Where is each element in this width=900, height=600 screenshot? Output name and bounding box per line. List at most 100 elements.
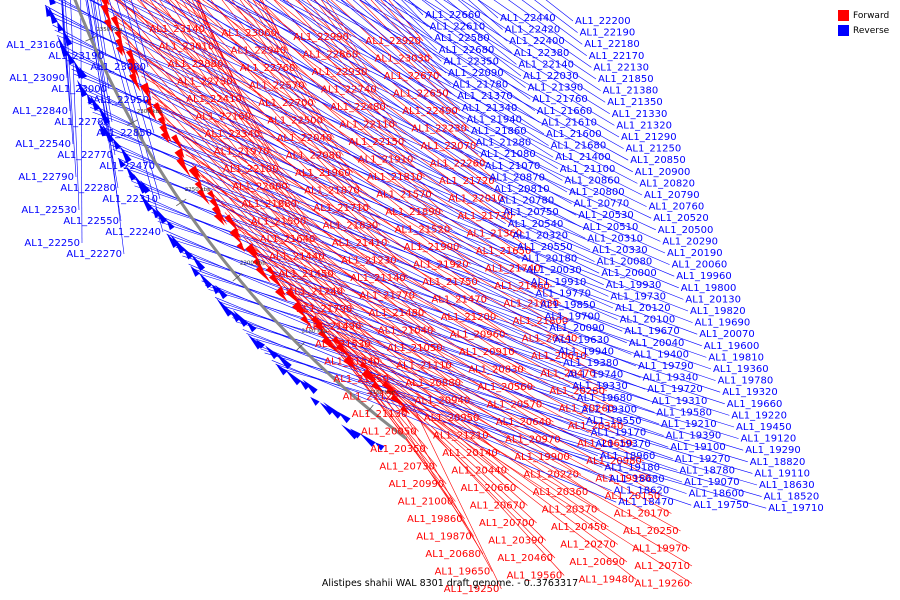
reverse-gene-label-leader [89, 0, 516, 248]
reverse-gene-label-leader [175, 246, 585, 422]
forward-gene-label: AL1_20560 [477, 382, 533, 393]
reverse-gene-label-leader [279, 0, 558, 170]
forward-gene-label: AL1_20650 [577, 439, 633, 450]
reverse-gene-arrow [310, 396, 320, 406]
reverse-gene-label: AL1_19310 [652, 396, 708, 407]
reverse-gene-label: AL1_21600 [546, 129, 602, 140]
forward-gene-arrow [209, 197, 222, 213]
reverse-gene-label: AL1_21660 [537, 106, 593, 117]
forward-gene-label: AL1_23030 [375, 54, 431, 65]
forward-gene-arrow [174, 149, 186, 165]
forward-gene-arrow [103, 18, 113, 33]
forward-gene-label-leader [132, 57, 364, 327]
forward-gene-label: AL1_22990 [293, 32, 349, 43]
reverse-gene-label: AL1_22170 [589, 51, 645, 62]
reverse-gene-arrow [125, 165, 137, 181]
reverse-gene-label: AL1_19330 [572, 381, 628, 392]
reverse-gene-label: AL1_19390 [666, 431, 722, 442]
reverse-gene-label: AL1_22840 [12, 106, 68, 117]
reverse-gene-label: AL1_19800 [681, 283, 737, 294]
forward-gene-label-leader [400, 395, 637, 580]
reverse-gene-label-leader [224, 0, 647, 207]
reverse-gene-label: AL1_19380 [563, 358, 619, 369]
legend-label-forward: Forward [853, 10, 890, 21]
forward-gene-label: AL1_22760 [240, 63, 296, 74]
reverse-swatch [838, 25, 849, 36]
reverse-gene-label: AL1_20820 [639, 178, 695, 189]
reverse-gene-arrow [298, 379, 310, 390]
forward-gene-arrow [213, 212, 225, 226]
reverse-gene-label: AL1_22680 [439, 45, 495, 56]
forward-gene-label-leader [290, 292, 591, 493]
reverse-gene-label: AL1_19370 [595, 439, 651, 450]
reverse-gene-label: AL1_18780 [679, 465, 735, 476]
reverse-gene-label: AL1_21400 [555, 152, 611, 163]
reverse-gene-label: AL1_19630 [554, 335, 610, 346]
reverse-gene-label: AL1_19820 [690, 306, 746, 317]
reverse-gene-label-leader [179, 251, 660, 425]
forward-gene-arrow [245, 245, 262, 265]
reverse-gene-label: AL1_22310 [102, 194, 158, 205]
forward-gene-label-leader [370, 0, 442, 77]
reverse-gene-arrow [319, 402, 334, 416]
reverse-gene-label: AL1_21780 [453, 80, 509, 91]
gene-labels: AL1_23140 AL1_23060 AL1_22990 AL1_22920 AL1_… [6, 10, 823, 595]
forward-gene-label-leader [195, 0, 245, 100]
forward-gene-label: AL1_19480 [579, 575, 635, 586]
forward-gene-arrow [359, 361, 369, 371]
forward-gene-label: AL1_20730 [379, 462, 435, 473]
reverse-gene-label-leader [421, 0, 522, 77]
reverse-gene-arrow [190, 265, 201, 277]
reverse-gene-label: AL1_22350 [443, 56, 499, 67]
reverse-gene-label-leader [99, 125, 627, 344]
reverse-gene-label-leader [392, 0, 531, 100]
reverse-gene-label-leader [93, 0, 110, 90]
forward-gene-label: AL1_21910 [358, 155, 414, 166]
forward-gene-label-leader [170, 128, 598, 374]
forward-gene-label-leader [167, 0, 291, 187]
forward-gene-arrow [265, 266, 276, 278]
forward-gene-label: AL1_21800 [513, 316, 569, 327]
forward-gene-arrow [207, 189, 216, 200]
forward-gene-label: AL1_20700 [479, 518, 535, 529]
reverse-gene-label-leader [407, 0, 526, 88]
forward-gene-label: AL1_21540 [324, 357, 380, 368]
reverse-gene-label: AL1_23190 [48, 51, 104, 62]
forward-gene-label: AL1_19970 [632, 544, 688, 555]
forward-gene-label: AL1_20640 [496, 417, 552, 428]
forward-gene-arrow [252, 258, 264, 271]
reverse-gene-label: AL1_20750 [503, 207, 559, 218]
reverse-gene-label: AL1_19700 [545, 312, 601, 323]
reverse-gene-arrow [216, 297, 233, 317]
forward-gene-label: AL1_22100 [223, 164, 279, 175]
forward-gene-label-leader [153, 0, 390, 244]
reverse-gene-label-leader [443, 0, 606, 103]
forward-gene-arrow [104, 0, 109, 6]
forward-gene-label: AL1_21770 [359, 291, 415, 302]
forward-gene-label-leader [145, 0, 543, 269]
forward-gene-label: AL1_22920 [365, 36, 421, 47]
forward-gene-label: AL1_22940 [231, 46, 287, 57]
reverse-gene-label-leader [260, 348, 687, 494]
forward-gene-label: AL1_21570 [376, 190, 432, 201]
reverse-gene-label: AL1_18820 [750, 457, 806, 468]
forward-gene-label: AL1_21410 [332, 238, 388, 249]
reverse-gene-label: AL1_19550 [586, 416, 642, 427]
forward-gene-label: AL1_22740 [321, 85, 377, 96]
reverse-gene-label: AL1_22540 [15, 139, 71, 150]
reverse-gene-label-leader [90, 0, 591, 251]
forward-gene-arrow [293, 301, 306, 314]
reverse-gene-label: AL1_22770 [57, 150, 113, 161]
reverse-gene-arrow [77, 79, 88, 98]
reverse-gene-label-leader [359, 0, 624, 149]
reverse-gene-label-leader [90, 0, 113, 123]
legend-label-reverse: Reverse [853, 25, 890, 36]
reverse-gene-label-leader [364, 0, 447, 74]
forward-gene-arrow [152, 102, 167, 123]
reverse-gene-label: AL1_22850 [96, 128, 152, 139]
scale-tick-mark [232, 273, 243, 282]
reverse-gene-label: AL1_22580 [434, 33, 490, 44]
reverse-gene-label-leader [65, 54, 684, 300]
scale-tick-label: 2300 kbp [137, 109, 163, 115]
forward-gene-label: AL1_21500 [251, 217, 307, 228]
